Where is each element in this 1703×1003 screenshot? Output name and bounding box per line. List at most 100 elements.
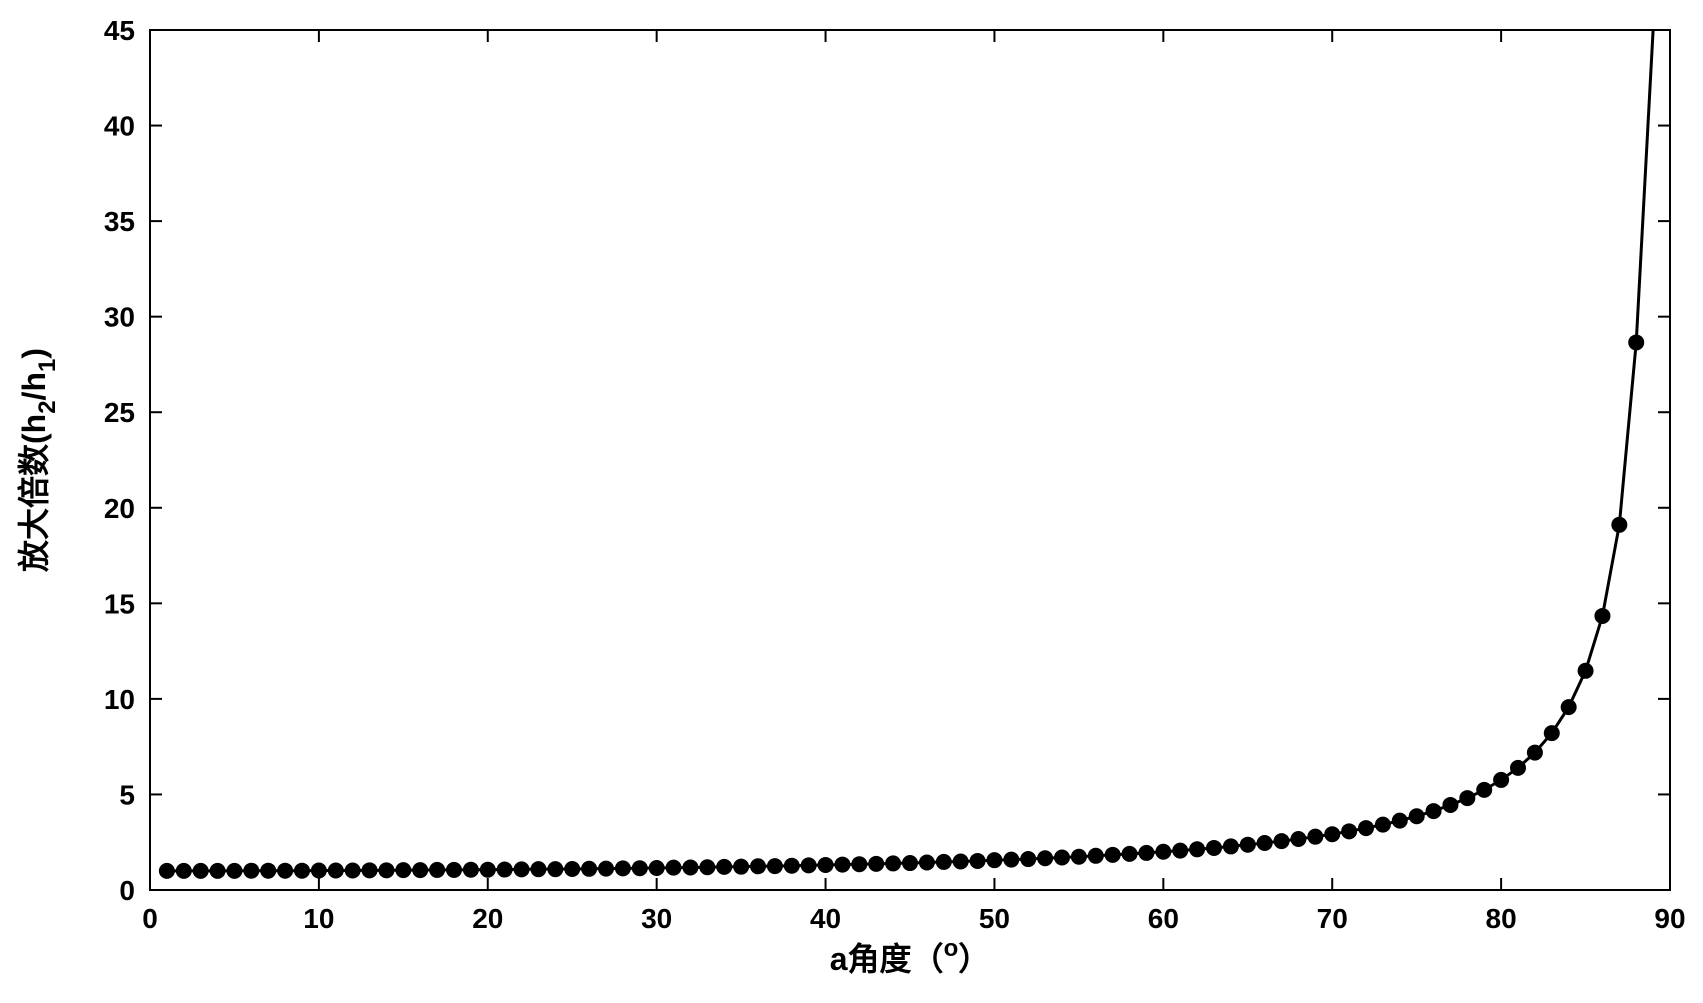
data-marker — [429, 862, 445, 878]
x-tick-label: 70 — [1317, 903, 1348, 934]
data-marker — [277, 863, 293, 879]
data-marker — [260, 863, 276, 879]
data-marker — [1426, 803, 1442, 819]
y-tick-label: 0 — [119, 875, 135, 906]
data-marker — [564, 861, 580, 877]
data-marker — [970, 853, 986, 869]
data-marker — [1392, 813, 1408, 829]
data-marker — [716, 859, 732, 875]
data-marker — [1155, 844, 1171, 860]
data-marker — [243, 863, 259, 879]
data-marker — [834, 857, 850, 873]
data-marker — [919, 854, 935, 870]
y-tick-label: 5 — [119, 779, 135, 810]
data-marker — [581, 861, 597, 877]
data-marker — [851, 856, 867, 872]
data-marker — [1105, 847, 1121, 863]
chart-container: 0 10 20 30 40 50 60 70 80 90 0 5 10 15 20 25 30 35 40 45 a角度… — [0, 0, 1703, 1003]
data-marker — [480, 862, 496, 878]
chart-svg: 0 10 20 30 40 50 60 70 80 90 0 5 10 15 20 25 30 35 40 45 a角度… — [0, 0, 1703, 1003]
data-marker — [159, 863, 175, 879]
data-marker — [1290, 831, 1306, 847]
data-marker — [1628, 334, 1644, 350]
x-tick-label: 10 — [303, 903, 334, 934]
data-marker — [1037, 850, 1053, 866]
data-marker — [1138, 845, 1154, 861]
y-tick-label: 35 — [104, 206, 135, 237]
y-tick-label: 25 — [104, 397, 135, 428]
data-marker — [902, 855, 918, 871]
data-marker — [733, 859, 749, 875]
data-marker — [1493, 772, 1509, 788]
data-marker — [210, 863, 226, 879]
data-marker — [1189, 841, 1205, 857]
data-marker — [1324, 826, 1340, 842]
x-tick-label: 50 — [979, 903, 1010, 934]
data-marker — [784, 858, 800, 874]
data-marker — [294, 863, 310, 879]
data-marker — [750, 858, 766, 874]
y-tick-label: 40 — [104, 111, 135, 142]
data-marker — [649, 860, 665, 876]
data-marker — [1476, 782, 1492, 798]
x-axis-label: a角度（o） — [830, 935, 991, 977]
data-marker — [1375, 817, 1391, 833]
data-marker — [497, 862, 513, 878]
data-marker — [767, 858, 783, 874]
data-marker — [547, 861, 563, 877]
y-tick-label: 10 — [104, 684, 135, 715]
data-marker — [1172, 843, 1188, 859]
data-marker — [1206, 840, 1222, 856]
data-marker — [1307, 829, 1323, 845]
y-tick-label: 15 — [104, 588, 135, 619]
x-tick-label: 80 — [1486, 903, 1517, 934]
x-tick-label: 20 — [472, 903, 503, 934]
data-marker — [868, 856, 884, 872]
x-tick-label: 40 — [810, 903, 841, 934]
data-marker — [1240, 837, 1256, 853]
x-tick-label: 60 — [1148, 903, 1179, 934]
data-marker — [1122, 846, 1138, 862]
data-marker — [818, 857, 834, 873]
data-marker — [514, 861, 530, 877]
data-marker — [1510, 760, 1526, 776]
data-marker — [1088, 848, 1104, 864]
data-marker — [176, 863, 192, 879]
data-marker — [615, 860, 631, 876]
data-marker — [986, 852, 1002, 868]
data-marker — [463, 862, 479, 878]
data-marker — [362, 862, 378, 878]
data-marker — [632, 860, 648, 876]
data-marker — [1257, 835, 1273, 851]
data-marker — [936, 854, 952, 870]
data-marker — [1561, 699, 1577, 715]
data-marker — [226, 863, 242, 879]
data-marker — [378, 862, 394, 878]
data-marker — [1341, 823, 1357, 839]
x-tick-label: 30 — [641, 903, 672, 934]
data-marker — [682, 859, 698, 875]
data-marker — [953, 854, 969, 870]
x-tick-label: 90 — [1654, 903, 1685, 934]
data-marker — [1409, 808, 1425, 824]
data-marker — [1442, 797, 1458, 813]
data-marker — [1054, 850, 1070, 866]
data-marker — [446, 862, 462, 878]
data-marker — [412, 862, 428, 878]
x-tick-label: 0 — [142, 903, 158, 934]
data-marker — [885, 855, 901, 871]
y-tick-label: 30 — [104, 302, 135, 333]
data-marker — [1274, 833, 1290, 849]
data-marker — [1459, 790, 1475, 806]
data-marker — [1020, 851, 1036, 867]
data-marker — [1071, 849, 1087, 865]
data-line — [167, 30, 1653, 871]
data-marker — [598, 861, 614, 877]
y-tick-label: 20 — [104, 493, 135, 524]
data-marker — [1611, 517, 1627, 533]
y-tick-label: 45 — [104, 15, 135, 46]
data-marker — [193, 863, 209, 879]
data-marker — [666, 860, 682, 876]
data-marker — [311, 863, 327, 879]
data-marker — [328, 863, 344, 879]
